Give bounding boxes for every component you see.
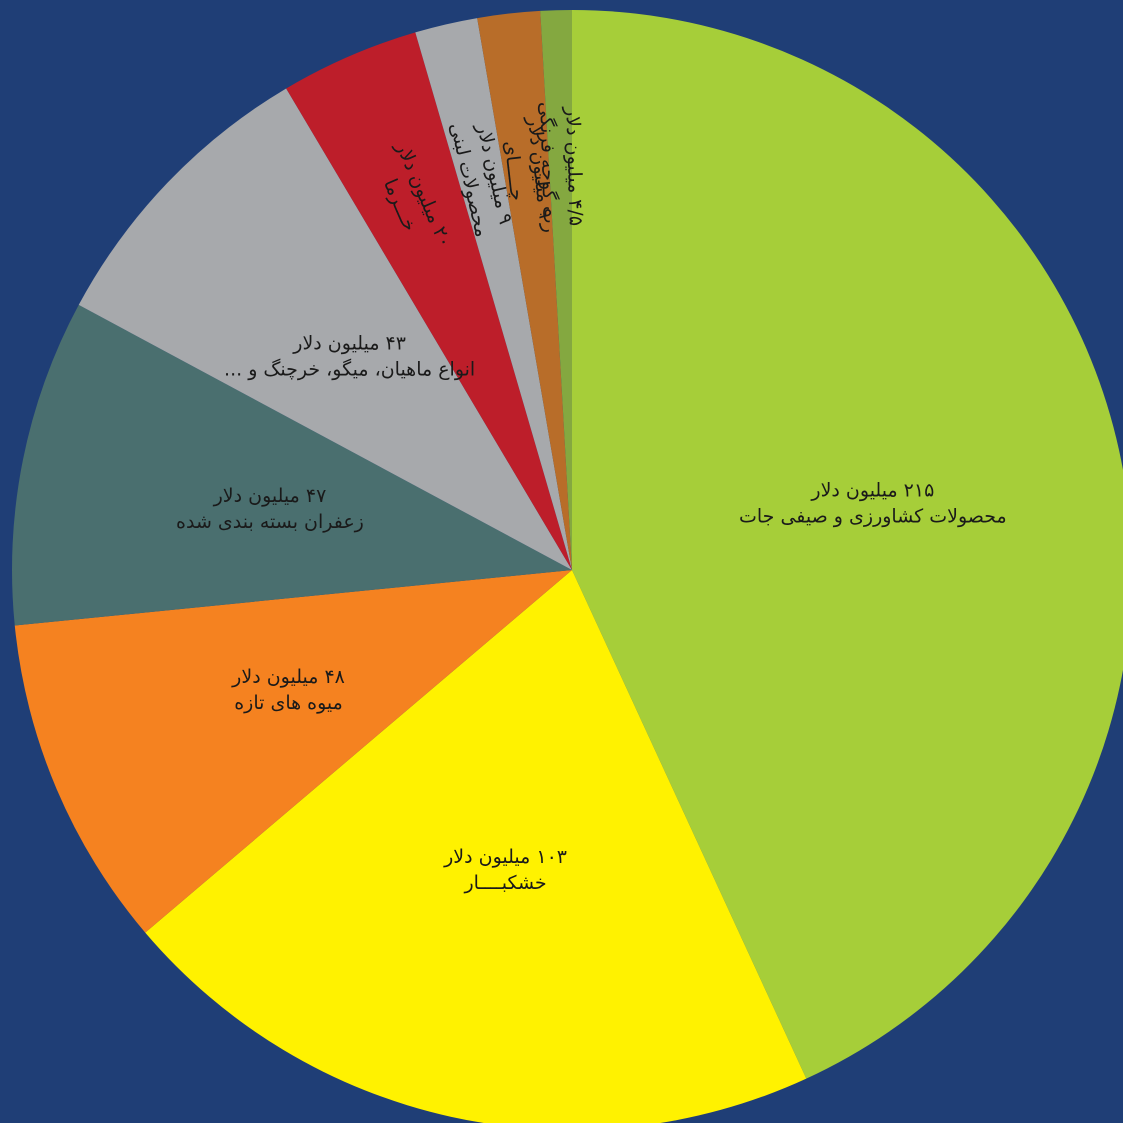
value-label: ۱۰۳ میلیون دلار bbox=[443, 846, 567, 868]
category-label: محصولات کشاورزی و صیفی جات bbox=[739, 506, 1007, 528]
category-label: رب گوجه فرنگی bbox=[535, 101, 562, 233]
value-label: ۴/۵ میلیون دلار bbox=[561, 106, 586, 227]
category-label: زعفران بسته بندی شده bbox=[176, 511, 364, 533]
pie-slice bbox=[540, 10, 572, 570]
pie-slice bbox=[14, 570, 572, 933]
slice-label: ۴۷ میلیون دلار زعفران بسته بندی شده bbox=[176, 485, 364, 533]
value-label: ۴۷ میلیون دلار bbox=[213, 485, 327, 507]
slice-label: ۲۱۵ میلیون دلار محصولات کشاورزی و صیفی جا… bbox=[739, 480, 1007, 528]
category-label: انواع ماهیان، میگو، خرچنگ و ... bbox=[224, 357, 475, 380]
value-label: ۴۸ میلیون دلار bbox=[231, 666, 345, 688]
pie-slice bbox=[78, 88, 572, 571]
pie-slice bbox=[572, 10, 1123, 1079]
category-label: میوه های تازه bbox=[234, 692, 343, 714]
value-label: ۴۳ میلیون دلار bbox=[292, 332, 406, 354]
pie-slice bbox=[286, 32, 572, 570]
pie-slice bbox=[11, 304, 572, 626]
value-label: ۲۱۵ میلیون دلار bbox=[810, 480, 934, 502]
slice-label: ۴۳ میلیون دلار انواع ماهیان، میگو، خرچنگ … bbox=[224, 332, 475, 380]
pie-slice bbox=[145, 570, 807, 1123]
pie-slice bbox=[477, 10, 572, 571]
pie-slice bbox=[415, 18, 572, 571]
category-label: خشکبــــار bbox=[463, 872, 546, 894]
slice-label: ۴۸ میلیون دلار میوه های تازه bbox=[231, 666, 345, 714]
slice-label: ۱۰۳ میلیون دلار خشکبــــار bbox=[443, 846, 567, 894]
